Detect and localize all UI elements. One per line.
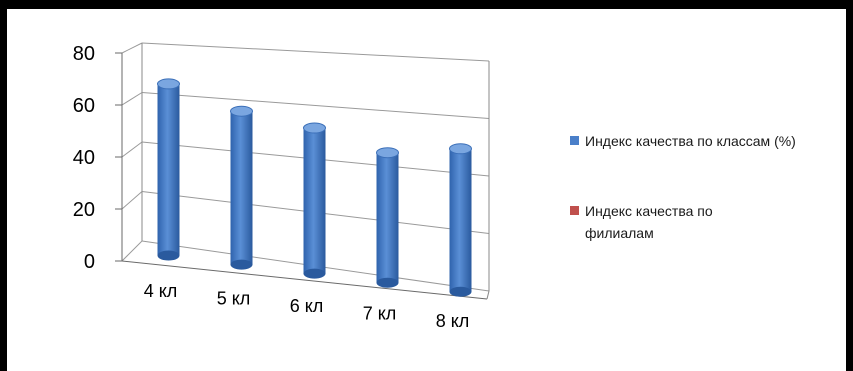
category-label: 5 кл — [217, 288, 251, 308]
category-label: 8 кл — [436, 311, 470, 331]
bar-body — [449, 148, 472, 292]
gridline — [141, 92, 490, 119]
bar-body — [303, 128, 326, 274]
y-tick-labels: 0 20 40 60 80 — [73, 43, 95, 273]
bar-base — [157, 250, 180, 261]
bar-top — [449, 143, 472, 155]
bar — [449, 143, 472, 297]
bar-body — [376, 152, 399, 283]
side-gridline — [121, 92, 143, 106]
y-tick-label: 60 — [73, 95, 95, 117]
bars — [157, 78, 472, 297]
bar-top — [157, 78, 180, 90]
legend-label: Индекс качества по филиалам — [585, 203, 713, 241]
side-gridline — [121, 191, 143, 210]
legend-label: Индекс качества по классам (%) — [585, 133, 796, 149]
bar-top — [376, 147, 399, 159]
category-labels: 4 кл 5 кл 6 кл 7 кл 8 кл — [144, 281, 470, 331]
bar — [230, 105, 253, 270]
category-label: 7 кл — [363, 304, 397, 324]
floor-right-edge — [486, 290, 490, 300]
chart-svg: 0 20 40 60 80 4 кл 5 кл 6 кл 7 кл 8 кл Индекс ка… — [73, 42, 796, 331]
side-gridline — [121, 42, 143, 54]
legend-entry: Индекс качества по классам (%) — [570, 133, 796, 149]
bar-base — [303, 268, 326, 279]
y-tick-label: 20 — [73, 199, 95, 221]
bar-body — [230, 111, 253, 265]
legend-swatch — [570, 136, 579, 145]
y-tick-label: 80 — [73, 43, 95, 65]
category-label: 6 кл — [290, 296, 324, 316]
y-tick-label: 40 — [73, 147, 95, 169]
bar-base — [376, 277, 399, 288]
bar-base — [449, 286, 472, 297]
gridline — [141, 42, 490, 62]
bar — [303, 122, 326, 279]
side-gridline — [121, 240, 143, 262]
bar-top — [303, 122, 326, 134]
legend-entry: Индекс качества по филиалам — [570, 203, 713, 241]
side-gridline — [121, 141, 143, 158]
axes — [115, 43, 490, 300]
bar-base — [230, 259, 253, 270]
bar-top — [230, 105, 253, 117]
category-label: 4 кл — [144, 281, 178, 301]
bar-body — [157, 83, 180, 256]
y-tick-label: 0 — [84, 251, 95, 273]
bar — [157, 78, 180, 261]
legend: Индекс качества по классам (%) Индекс кач… — [570, 133, 796, 241]
x-axis — [121, 260, 488, 300]
legend-swatch — [570, 206, 579, 215]
chart-frame: 0 20 40 60 80 4 кл 5 кл 6 кл 7 кл 8 кл Индекс ка… — [7, 9, 846, 371]
bar — [376, 147, 399, 288]
